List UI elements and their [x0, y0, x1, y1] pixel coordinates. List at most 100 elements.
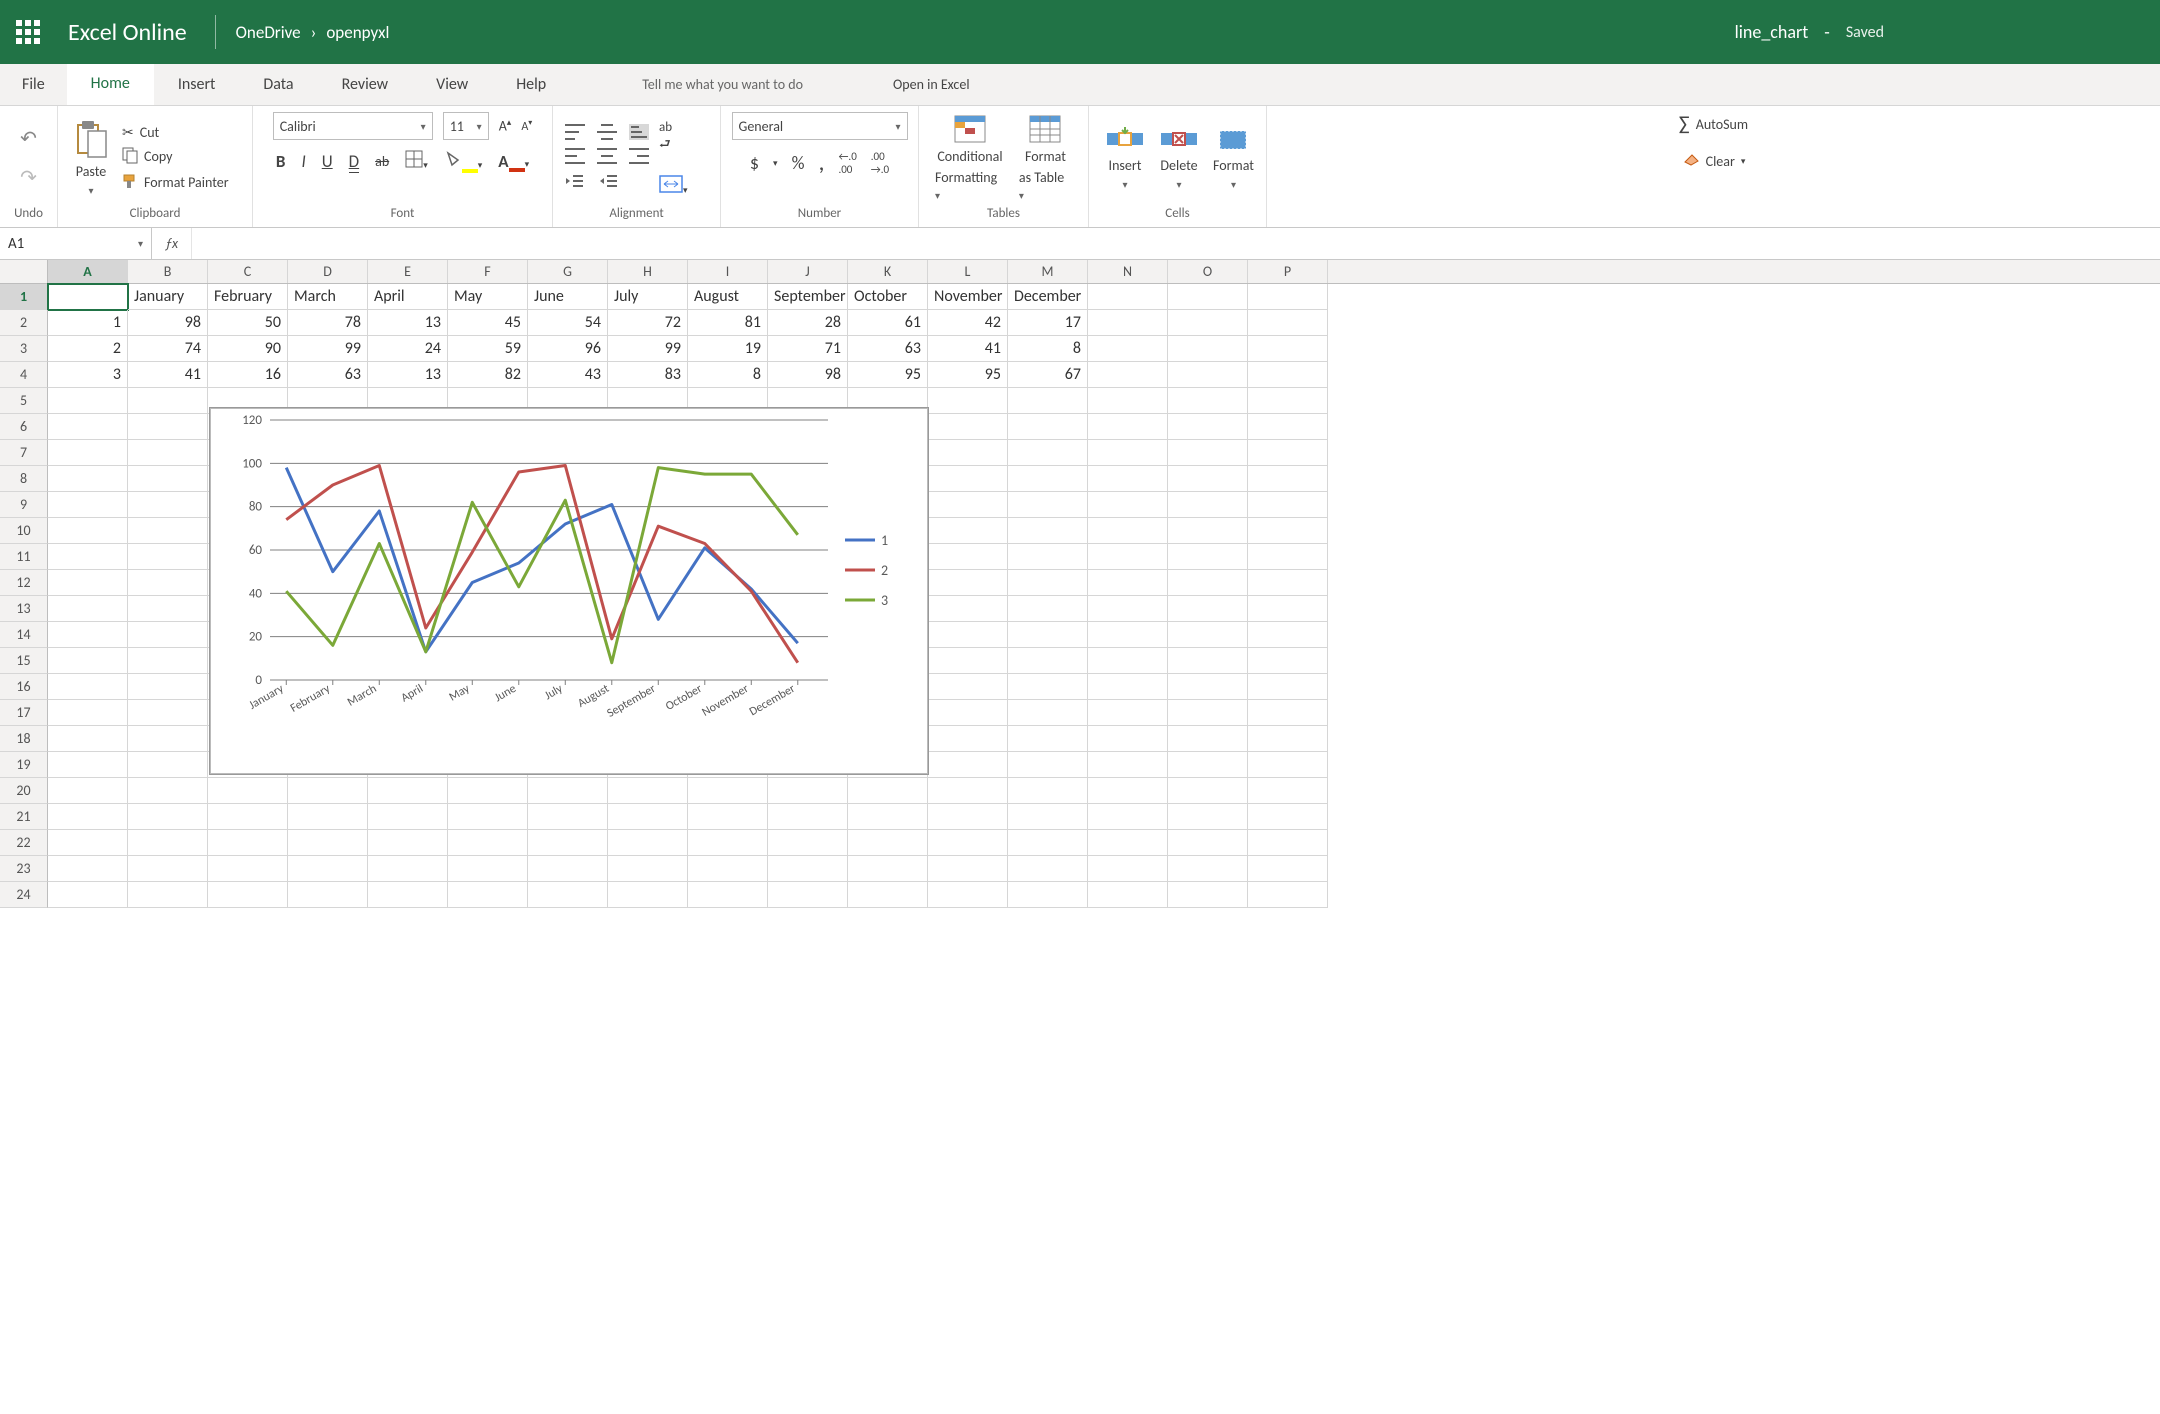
cell[interactable]	[1088, 544, 1168, 570]
cell[interactable]	[1008, 466, 1088, 492]
format-painter-button[interactable]: Format Painter	[122, 173, 229, 193]
cell[interactable]: 2	[48, 336, 128, 362]
cell[interactable]	[1168, 622, 1248, 648]
cell[interactable]	[1248, 882, 1328, 908]
cell[interactable]	[208, 830, 288, 856]
wrap-text-button[interactable]: ab⮐	[659, 120, 688, 157]
cell[interactable]	[1168, 544, 1248, 570]
cell[interactable]	[1248, 778, 1328, 804]
cell[interactable]	[1248, 336, 1328, 362]
cell[interactable]	[448, 778, 528, 804]
cell[interactable]	[48, 726, 128, 752]
cell[interactable]	[1088, 570, 1168, 596]
tab-insert[interactable]: Insert	[154, 64, 240, 105]
col-header-K[interactable]: K	[848, 260, 928, 283]
cell[interactable]	[608, 804, 688, 830]
app-launcher-icon[interactable]	[16, 20, 40, 44]
increase-decimal-button[interactable]: ←.0.00	[838, 150, 856, 176]
cell[interactable]: 1	[48, 310, 128, 336]
cell[interactable]	[848, 804, 928, 830]
cell[interactable]	[128, 726, 208, 752]
row-header[interactable]: 23	[0, 856, 48, 882]
cell[interactable]	[1088, 830, 1168, 856]
cell[interactable]	[1248, 362, 1328, 388]
cell[interactable]	[128, 570, 208, 596]
cell[interactable]: September	[768, 284, 848, 310]
cell[interactable]	[928, 778, 1008, 804]
font-size-combo[interactable]: 11▾	[443, 112, 489, 140]
cell[interactable]: 95	[848, 362, 928, 388]
cell[interactable]: 8	[688, 362, 768, 388]
cell[interactable]: August	[688, 284, 768, 310]
cell[interactable]	[1008, 388, 1088, 414]
cell[interactable]	[1248, 388, 1328, 414]
cell[interactable]	[528, 830, 608, 856]
cell[interactable]: 99	[608, 336, 688, 362]
cell[interactable]	[608, 856, 688, 882]
cell[interactable]	[48, 856, 128, 882]
cell[interactable]	[48, 596, 128, 622]
cell[interactable]: January	[128, 284, 208, 310]
cell[interactable]	[528, 778, 608, 804]
cell[interactable]	[1008, 726, 1088, 752]
cell[interactable]: 72	[608, 310, 688, 336]
align-bottom-icon[interactable]	[629, 124, 649, 140]
cell[interactable]	[128, 674, 208, 700]
cell[interactable]	[1248, 726, 1328, 752]
cell[interactable]	[48, 284, 128, 310]
cell[interactable]: April	[368, 284, 448, 310]
decrease-decimal-button[interactable]: .00→.0	[871, 150, 889, 176]
cell[interactable]	[768, 856, 848, 882]
cell[interactable]	[688, 856, 768, 882]
cell[interactable]	[768, 830, 848, 856]
undo-icon[interactable]: ↶	[20, 126, 37, 151]
cell[interactable]	[928, 492, 1008, 518]
row-header[interactable]: 20	[0, 778, 48, 804]
format-as-table-button[interactable]: Format as Table ▾	[1015, 114, 1076, 203]
row-header[interactable]: 13	[0, 596, 48, 622]
bold-button[interactable]: B	[276, 151, 286, 172]
cell[interactable]	[928, 596, 1008, 622]
strike-button[interactable]: ab	[375, 153, 389, 170]
cell[interactable]: 3	[48, 362, 128, 388]
cell[interactable]	[1168, 570, 1248, 596]
cell[interactable]	[848, 882, 928, 908]
cell[interactable]: 67	[1008, 362, 1088, 388]
cell[interactable]	[1168, 700, 1248, 726]
row-header[interactable]: 15	[0, 648, 48, 674]
row-header[interactable]: 10	[0, 518, 48, 544]
cell[interactable]	[1168, 414, 1248, 440]
cell[interactable]	[1088, 414, 1168, 440]
cell[interactable]	[48, 752, 128, 778]
cell[interactable]	[128, 804, 208, 830]
cell[interactable]	[1168, 830, 1248, 856]
format-cells-button[interactable]: Format▾	[1209, 125, 1258, 191]
cell[interactable]	[1008, 674, 1088, 700]
cell[interactable]	[688, 830, 768, 856]
row-header[interactable]: 21	[0, 804, 48, 830]
cell[interactable]: 74	[128, 336, 208, 362]
line-chart[interactable]: 020406080100120JanuaryFebruaryMarchApril…	[209, 407, 929, 775]
cell[interactable]	[1248, 284, 1328, 310]
cell[interactable]	[48, 414, 128, 440]
number-format-combo[interactable]: General▾	[732, 112, 908, 140]
decrease-indent-icon[interactable]	[565, 174, 583, 192]
cell[interactable]	[1248, 622, 1328, 648]
col-header-L[interactable]: L	[928, 260, 1008, 283]
merge-button[interactable]: ▾	[659, 175, 688, 197]
col-header-A[interactable]: A	[48, 260, 128, 283]
cell[interactable]	[1168, 778, 1248, 804]
cut-button[interactable]: ✂Cut	[122, 124, 229, 141]
percent-button[interactable]: %	[792, 152, 805, 174]
cell[interactable]: October	[848, 284, 928, 310]
cell[interactable]: July	[608, 284, 688, 310]
cell[interactable]: March	[288, 284, 368, 310]
cell[interactable]	[288, 830, 368, 856]
cell[interactable]	[1168, 336, 1248, 362]
cell[interactable]	[48, 544, 128, 570]
cell[interactable]	[448, 830, 528, 856]
cell[interactable]: 16	[208, 362, 288, 388]
cell[interactable]	[928, 648, 1008, 674]
cell[interactable]	[1088, 596, 1168, 622]
cell[interactable]	[1008, 830, 1088, 856]
